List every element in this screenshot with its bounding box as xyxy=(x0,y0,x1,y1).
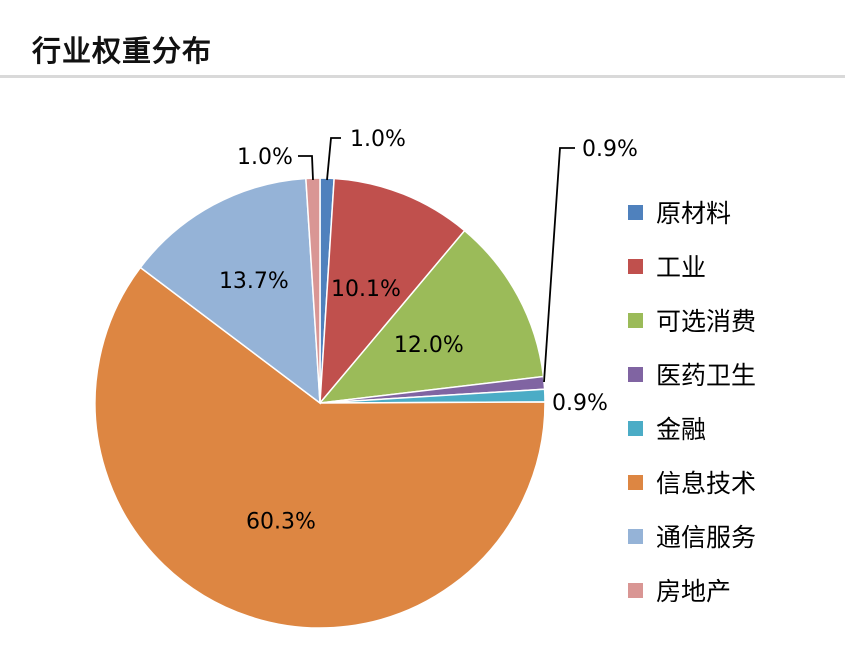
legend-label-7: 通信服务 xyxy=(656,523,756,552)
legend-swatch-2 xyxy=(628,259,643,274)
leader-lines xyxy=(298,137,575,383)
slice-3 xyxy=(318,229,545,404)
legend-swatch-4 xyxy=(628,367,643,382)
legend-swatch-7 xyxy=(628,529,643,544)
title-divider xyxy=(0,75,845,78)
slice-1-value-label: 1.0% xyxy=(350,127,406,152)
slice-8-leader-line xyxy=(298,155,314,181)
slice-1-leader-line xyxy=(326,137,341,181)
legend-label-2: 工业 xyxy=(656,253,706,282)
legend-label-4: 医药卫生 xyxy=(656,361,756,390)
legend-swatch-8 xyxy=(628,583,643,598)
slice-6 xyxy=(94,266,546,629)
slice-8-value-label: 1.0% xyxy=(237,145,293,170)
slice-2-value-label: 10.1% xyxy=(331,277,401,302)
slice-4-leader-line xyxy=(543,147,575,383)
slice-4-value-label: 0.9% xyxy=(582,137,638,162)
legend-swatch-6 xyxy=(628,475,643,490)
slice-6-value-label: 60.3% xyxy=(246,509,316,534)
legend-label-6: 信息技术 xyxy=(656,469,756,498)
page-title: 行业权重分布 xyxy=(32,34,213,68)
legend-label-3: 可选消费 xyxy=(656,307,756,336)
legend-label-8: 房地产 xyxy=(656,577,731,606)
legend-swatch-1 xyxy=(628,205,643,220)
slice-5-value-label: 0.9% xyxy=(552,391,608,416)
slice-labels: 1.0% 10.1% 12.0% 0.9% 0.9% 60.3% 13.7% 1.0% xyxy=(219,127,638,534)
legend-swatch-5 xyxy=(628,421,643,436)
legend-swatch-3 xyxy=(628,313,643,328)
slice-7-value-label: 13.7% xyxy=(219,269,289,294)
slice-3-value-label: 12.0% xyxy=(394,333,464,358)
slice-2 xyxy=(319,177,466,406)
slice-7 xyxy=(139,177,321,405)
pie-slices xyxy=(94,177,546,629)
legend-label-1: 原材料 xyxy=(656,199,731,228)
legend-label-5: 金融 xyxy=(656,415,706,444)
